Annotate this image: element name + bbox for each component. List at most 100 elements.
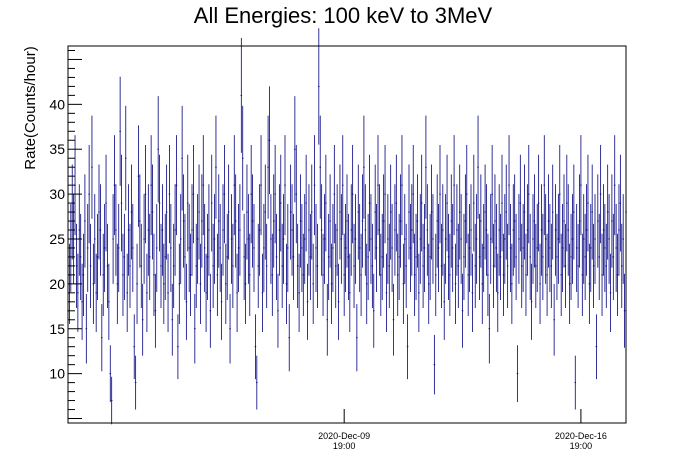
data-point xyxy=(570,213,572,300)
data-point xyxy=(192,144,195,244)
data-point xyxy=(480,174,482,268)
data-point xyxy=(457,223,460,309)
data-point xyxy=(88,144,90,244)
data-point xyxy=(446,154,448,252)
data-point xyxy=(481,243,484,325)
data-point xyxy=(608,194,610,284)
data-point xyxy=(415,213,417,300)
x-tick-time: 19:00 xyxy=(570,441,593,451)
data-point xyxy=(132,203,134,292)
data-point xyxy=(233,135,236,236)
data-point xyxy=(164,213,167,300)
data-point xyxy=(575,203,578,292)
data-point xyxy=(526,184,529,276)
data-point xyxy=(511,243,513,325)
data-point xyxy=(566,154,568,252)
data-point xyxy=(509,203,512,292)
data-point xyxy=(248,233,251,317)
data-point xyxy=(232,223,234,309)
data-point xyxy=(595,314,598,380)
y-tick-label: 40 xyxy=(49,96,65,112)
data-point xyxy=(439,144,441,244)
data-point xyxy=(141,283,144,356)
data-point xyxy=(254,314,257,380)
data-point xyxy=(305,154,307,252)
data-point xyxy=(516,345,519,403)
data-point xyxy=(519,154,522,252)
data-point xyxy=(99,184,102,276)
data-point xyxy=(465,144,468,244)
data-point xyxy=(547,174,550,268)
data-point xyxy=(327,213,330,300)
data-point xyxy=(597,174,599,268)
data-point xyxy=(546,233,548,317)
data-point xyxy=(422,223,424,309)
data-point xyxy=(529,213,531,300)
data-point xyxy=(95,253,97,332)
data-point xyxy=(518,194,520,284)
data-point xyxy=(365,243,368,325)
data-series xyxy=(67,28,627,425)
data-point xyxy=(367,213,369,300)
data-point xyxy=(212,223,214,309)
data-point xyxy=(122,233,124,317)
data-point xyxy=(210,154,213,252)
data-point xyxy=(147,184,150,276)
data-point xyxy=(170,203,172,292)
data-point xyxy=(326,283,329,356)
data-point xyxy=(426,184,429,276)
data-point xyxy=(416,174,419,268)
data-point xyxy=(363,115,365,219)
data-point xyxy=(468,203,471,292)
data-point xyxy=(550,223,553,309)
data-point xyxy=(434,233,437,317)
data-point xyxy=(553,283,555,356)
data-point xyxy=(515,213,517,300)
data-point xyxy=(110,376,113,425)
data-point xyxy=(495,203,498,292)
data-point xyxy=(336,184,338,276)
data-point xyxy=(157,96,159,203)
data-point xyxy=(229,293,231,364)
data-point xyxy=(604,203,606,292)
data-point xyxy=(409,203,412,292)
data-point xyxy=(395,154,398,252)
data-point xyxy=(272,174,275,268)
data-point xyxy=(209,273,212,348)
data-point xyxy=(199,243,202,325)
data-point xyxy=(203,203,206,292)
data-point xyxy=(540,184,543,276)
data-point xyxy=(412,144,415,244)
y-axis: 10 15 20 25 30 35 40 xyxy=(49,49,82,420)
data-point xyxy=(217,174,220,268)
data-point xyxy=(112,194,114,284)
data-point xyxy=(351,144,354,244)
data-point xyxy=(241,105,244,211)
data-point xyxy=(143,194,145,284)
data-point xyxy=(312,243,314,325)
data-point xyxy=(385,253,388,332)
data-point xyxy=(150,135,152,236)
data-point xyxy=(358,203,361,292)
data-point xyxy=(536,203,539,292)
data-point xyxy=(334,223,337,309)
data-point xyxy=(98,164,100,260)
data-point xyxy=(223,144,226,244)
data-point xyxy=(291,184,293,276)
data-point xyxy=(144,144,147,244)
data-point xyxy=(126,253,128,332)
data-point xyxy=(113,135,116,236)
data-point xyxy=(184,213,186,300)
data-point xyxy=(616,233,619,317)
data-point xyxy=(487,233,489,317)
data-point xyxy=(504,194,506,284)
data-point xyxy=(525,233,527,317)
data-point xyxy=(222,184,224,276)
data-point xyxy=(105,154,107,252)
data-point xyxy=(244,243,247,325)
data-point xyxy=(542,213,544,300)
data-point xyxy=(158,154,161,252)
data-point xyxy=(82,233,85,317)
data-point xyxy=(151,164,154,260)
